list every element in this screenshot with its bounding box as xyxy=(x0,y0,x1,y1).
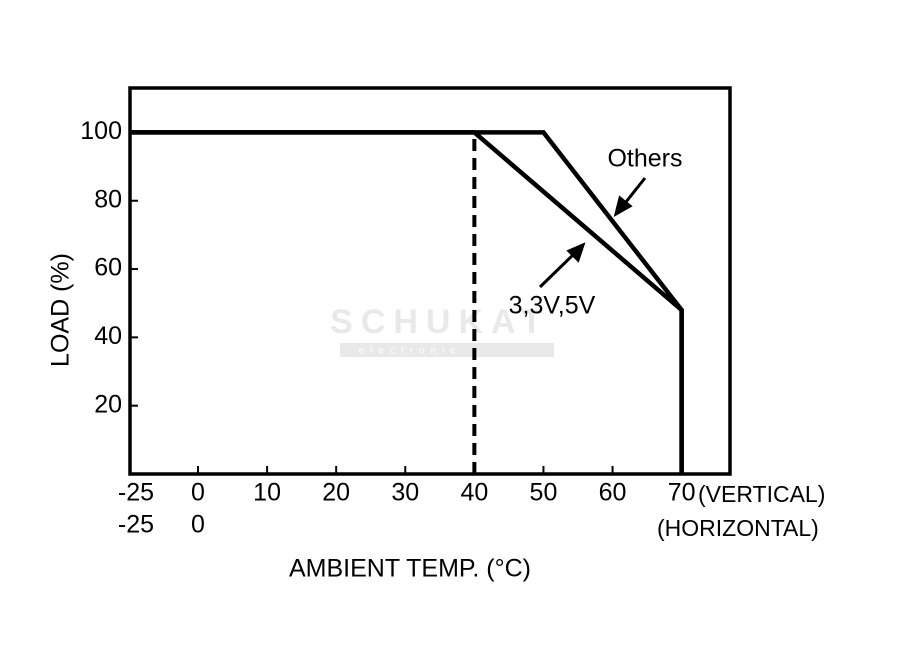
x-tick-label: -25 xyxy=(118,511,154,539)
watermark-text: electronic xyxy=(359,346,462,357)
y-tick-label: 40 xyxy=(94,322,122,350)
x-axis-title: AMBIENT TEMP. (°C) xyxy=(289,555,531,583)
arrow-shaft xyxy=(538,250,578,289)
arrow-head xyxy=(613,195,633,218)
y-tick-label: 100 xyxy=(80,117,122,145)
y-tick-label: 20 xyxy=(94,390,122,418)
x-tick-label: -25 xyxy=(118,479,154,507)
x-tick-label: 30 xyxy=(391,479,419,507)
x-row-label: (HORIZONTAL) xyxy=(657,515,819,541)
x-tick-label: 10 xyxy=(253,479,281,507)
watermark: SCHUKAT electronic xyxy=(330,303,554,357)
arrow-head xyxy=(566,242,586,263)
x-tick-label: 60 xyxy=(599,479,627,507)
x-tick-label: 0 xyxy=(191,479,205,507)
watermark-bar xyxy=(340,343,554,357)
y-tick-label: 60 xyxy=(94,254,122,282)
y-tick-label: 80 xyxy=(94,185,122,213)
plot-frame xyxy=(128,86,732,476)
x-tick-label: 70 xyxy=(668,479,696,507)
y-axis-title: LOAD (%) xyxy=(47,253,75,367)
x-tick-label: 20 xyxy=(322,479,350,507)
series-line xyxy=(130,130,684,474)
x-tick-label: 40 xyxy=(460,479,488,507)
series-label: Others xyxy=(607,145,682,173)
series-label: 3,3V,5V xyxy=(509,292,596,320)
x-tick-label: 0 xyxy=(191,511,205,539)
x-tick-label: 50 xyxy=(530,479,558,507)
x-row-label: (VERTICAL) xyxy=(698,481,825,507)
annotation-arrows xyxy=(538,177,647,289)
watermark-text: SCHUKAT xyxy=(330,303,550,341)
